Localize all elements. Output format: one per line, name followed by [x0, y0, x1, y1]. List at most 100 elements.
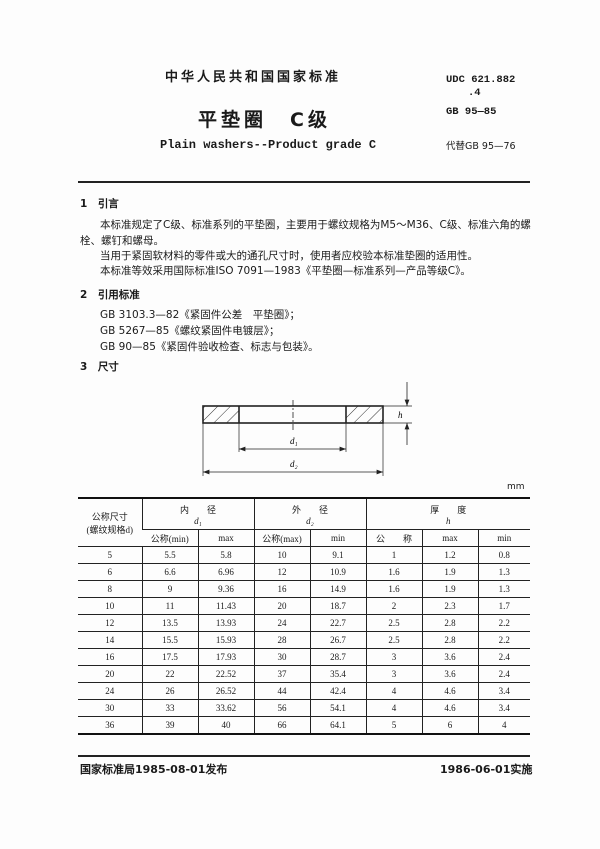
table-cell: 4: [365, 699, 422, 717]
table-row: 20 22 22.52 37 35.4 3 3.6 2.4: [78, 665, 530, 683]
table-cell: 4.6: [421, 682, 478, 700]
table-cell: 4.6: [421, 699, 478, 717]
table-cell: 5.8: [197, 546, 254, 564]
table-cell: 11: [141, 597, 198, 615]
table-cell: 2: [365, 597, 422, 615]
table-row: 6 6.6 6.96 12 10.9 1.6 1.9 1.3: [78, 563, 530, 581]
header-outer-diameter: 外 径 d₂: [253, 497, 366, 530]
section-title: 引言: [97, 198, 119, 210]
table-cell: 12: [78, 614, 142, 632]
section-num: 3: [80, 361, 88, 373]
table-cell: 5: [78, 546, 142, 564]
table-cell: 18.7: [309, 597, 366, 615]
table-row: 12 13.5 13.93 24 22.7 2.5 2.8 2.2: [78, 614, 530, 632]
table-cell: 26.52: [197, 682, 254, 700]
subheader-cell: min: [477, 529, 530, 547]
table-cell: 35.4: [309, 665, 366, 683]
header-rule: [78, 181, 530, 183]
table-cell: 16: [253, 580, 310, 598]
reference-item: GB 90—85《紧固件验收检查、标志与包装》。: [100, 341, 319, 353]
subheader-cell: 公称(max): [253, 529, 310, 547]
unit-label: mm: [507, 482, 525, 492]
table-cell: 2.4: [477, 648, 530, 666]
table-cell: 15.93: [197, 631, 254, 649]
section-title: 引用标准: [97, 289, 140, 301]
section-2-heading: 2 引用标准: [80, 287, 140, 302]
table-cell: 30: [253, 648, 310, 666]
table-cell: 64.1: [309, 716, 366, 735]
table-cell: 1.3: [477, 580, 530, 598]
table-cell: 26.7: [309, 631, 366, 649]
table-cell: 1.9: [421, 580, 478, 598]
replaces-note: 代替GB 95—76: [446, 141, 516, 152]
table-cell: 54.1: [309, 699, 366, 717]
table-cell: 2.5: [365, 631, 422, 649]
table-cell: 13.5: [141, 614, 198, 632]
table-cell: 9.1: [309, 546, 366, 564]
table-cell: 28.7: [309, 648, 366, 666]
table-cell: 6: [421, 716, 478, 735]
english-title: Plain washers--Product grade C: [160, 138, 377, 152]
table-cell: 14.9: [309, 580, 366, 598]
table-cell: 17.5: [141, 648, 198, 666]
table-cell: 2.4: [477, 665, 530, 683]
table-cell: 22.7: [309, 614, 366, 632]
table-cell: 2.3: [421, 597, 478, 615]
table-cell: 37: [253, 665, 310, 683]
table-cell: 6.96: [197, 563, 254, 581]
table-cell: 3.6: [421, 648, 478, 666]
table-cell: 3: [365, 648, 422, 666]
table-cell: 1.6: [365, 563, 422, 581]
table-row: 14 15.5 15.93 28 26.7 2.5 2.8 2.2: [78, 631, 530, 649]
h-label: h: [398, 410, 403, 420]
table-cell: 1.2: [421, 546, 478, 564]
table-cell: 5: [365, 716, 422, 735]
table-cell: 5.5: [141, 546, 198, 564]
table-cell: 2.8: [421, 631, 478, 649]
table-cell: 33: [141, 699, 198, 717]
subheader-cell: 公称(min): [142, 529, 198, 547]
subheader-cell: max: [421, 529, 478, 547]
issue-date: 国家标准局1985-08-01发布: [80, 763, 228, 776]
table-row: 10 11 11.43 20 18.7 2 2.3 1.7: [78, 597, 530, 615]
table-cell: 36: [78, 716, 142, 735]
table-cell: 1.7: [477, 597, 530, 615]
table-cell: 2.2: [477, 631, 530, 649]
table-cell: 24: [78, 682, 142, 700]
table-cell: 3.4: [477, 699, 530, 717]
table-row: 30 33 33.62 56 54.1 4 4.6 3.4: [78, 699, 530, 717]
table-cell: 3.6: [421, 665, 478, 683]
table-cell: 9: [141, 580, 198, 598]
table-cell: 2.8: [421, 614, 478, 632]
section-num: 2: [80, 289, 88, 301]
table-cell: 22.52: [197, 665, 254, 683]
table-cell: 10.9: [309, 563, 366, 581]
table-cell: 9.36: [197, 580, 254, 598]
table-cell: 4: [477, 716, 530, 735]
paragraph: 当用于紧固软材料的零件或大的通孔尺寸时，使用者应校验本标准垫圈的适用性。: [100, 250, 478, 262]
washer-diagram: d₁ d₂ h: [202, 382, 412, 476]
section-title: 尺寸: [97, 361, 119, 373]
table-cell: 10: [253, 546, 310, 564]
table-cell: 24: [253, 614, 310, 632]
table-cell: 2.2: [477, 614, 530, 632]
document-title: 平垫圈 C级: [198, 109, 331, 131]
paragraph: 本标准规定了C级、标准系列的平垫圈，主要用于螺纹规格为M5～M36、C级、标准六…: [100, 219, 531, 231]
table-cell: 6.6: [141, 563, 198, 581]
table-subheader-row: 公称(min) max 公称(max) min 公 称 max min: [78, 529, 530, 547]
table-cell: 30: [78, 699, 142, 717]
reference-item: GB 3103.3—82《紧固件公差 平垫圈》；: [100, 309, 301, 321]
table-cell: 15.5: [141, 631, 198, 649]
table-cell: 20: [78, 665, 142, 683]
table-cell: 28: [253, 631, 310, 649]
table-cell: 3: [365, 665, 422, 683]
section-num: 1: [80, 198, 88, 210]
table-cell: 16: [78, 648, 142, 666]
table-cell: 10: [78, 597, 142, 615]
table-cell: 33.62: [197, 699, 254, 717]
subheader-cell: min: [309, 529, 366, 547]
table-cell: 22: [141, 665, 198, 683]
